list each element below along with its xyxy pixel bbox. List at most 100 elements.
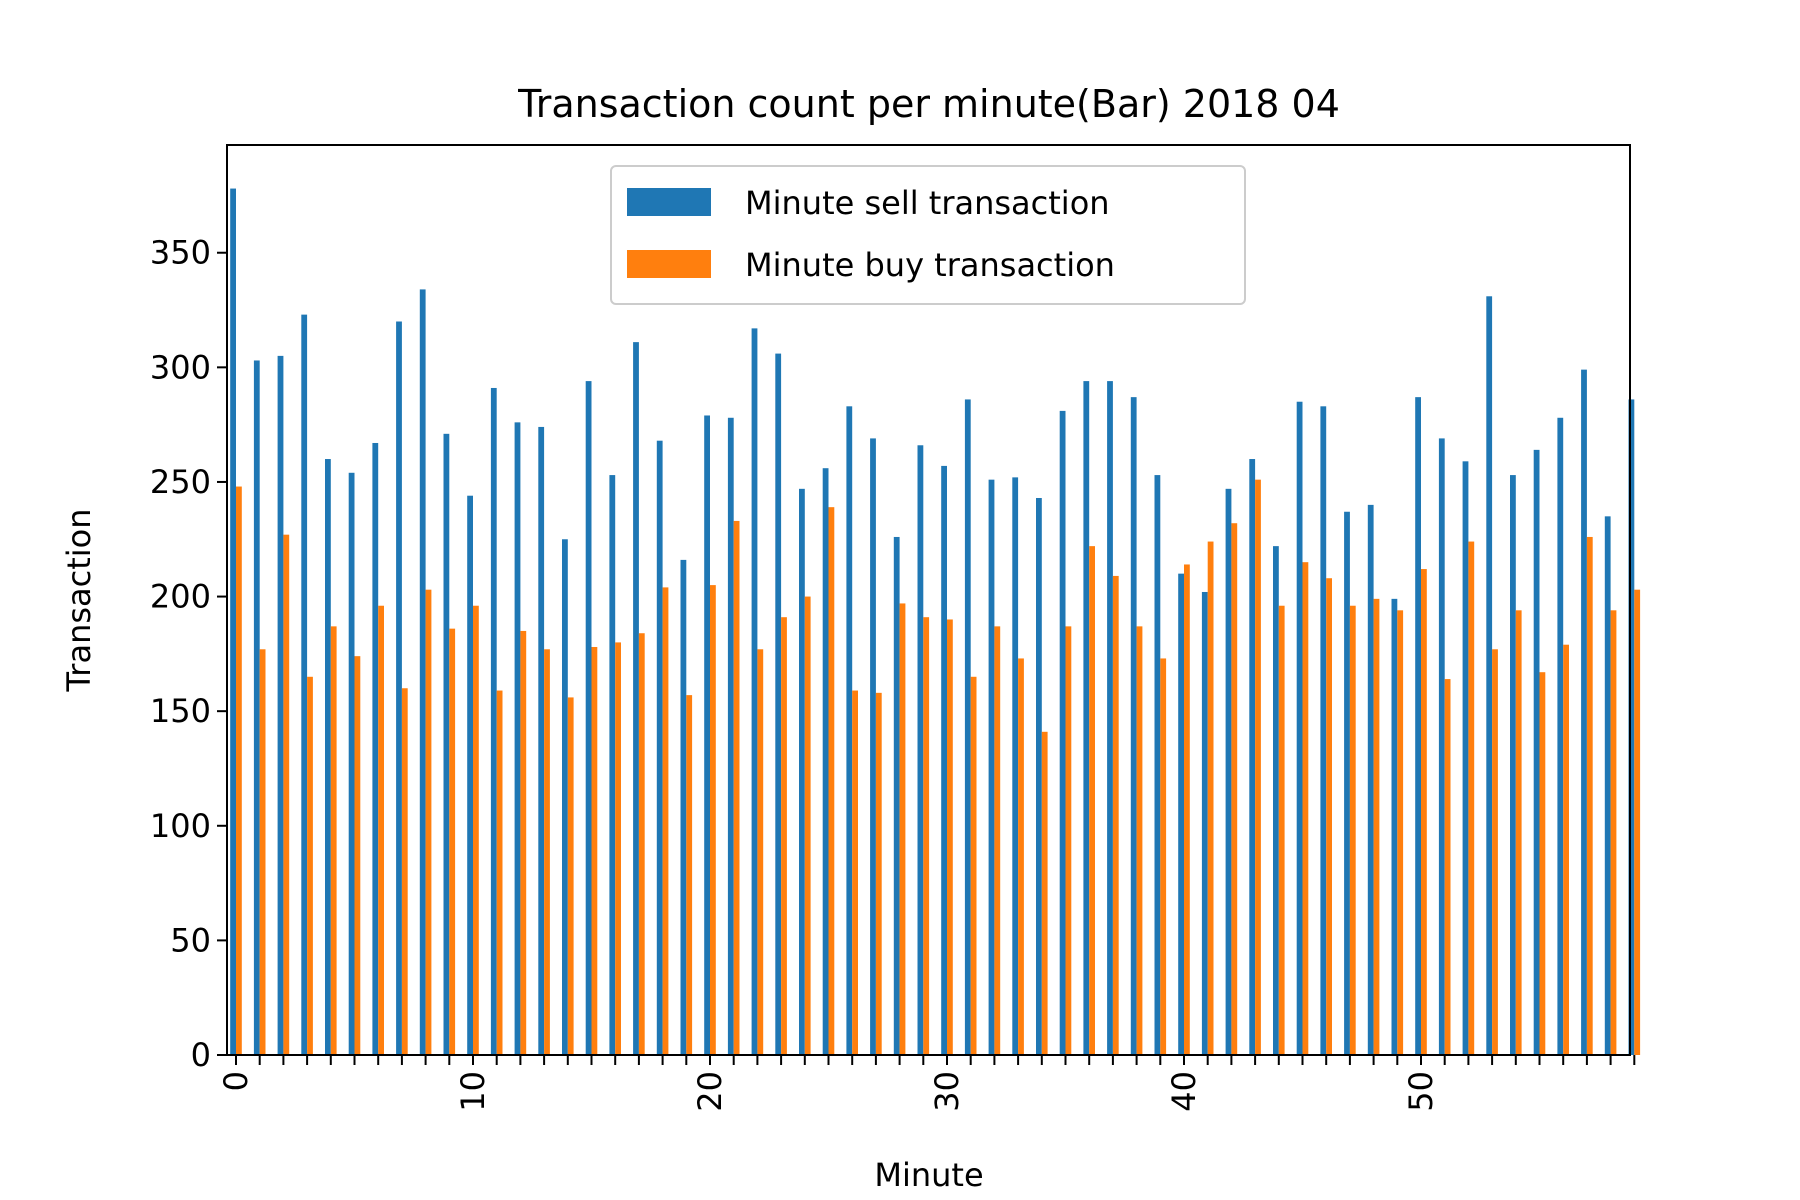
bar-buy-50	[1421, 569, 1427, 1055]
bar-sell-25	[822, 468, 829, 1056]
bar-buy-52	[1468, 541, 1475, 1055]
bar-buy-40	[1184, 564, 1190, 1055]
bar-sell-55	[1533, 449, 1540, 1055]
bars-group	[230, 188, 1641, 1056]
bar-buy-55	[1539, 672, 1546, 1055]
bar-buy-51	[1444, 679, 1451, 1055]
bar-sell-53	[1486, 296, 1493, 1055]
chart-title: Transaction count per minute(Bar) 2018 0…	[517, 82, 1340, 126]
bar-sell-50	[1415, 397, 1421, 1055]
bar-buy-0	[236, 486, 242, 1056]
x-tick-label-20: 20	[691, 1071, 729, 1112]
bar-sell-41	[1201, 591, 1208, 1055]
bar-sell-40	[1178, 573, 1184, 1055]
bar-buy-29	[923, 617, 930, 1055]
bar-buy-34	[1041, 731, 1048, 1055]
bar-sell-4	[325, 459, 331, 1055]
bar-buy-27	[875, 692, 882, 1055]
bar-buy-13	[544, 649, 550, 1055]
bar-sell-26	[846, 406, 853, 1055]
bar-buy-20	[710, 585, 716, 1055]
bar-buy-25	[828, 507, 835, 1055]
bar-sell-20	[704, 415, 710, 1055]
bar-buy-46	[1326, 578, 1332, 1055]
bar-sell-59	[1628, 399, 1635, 1056]
bar-buy-23	[781, 617, 787, 1055]
bar-sell-27	[870, 438, 876, 1055]
bar-buy-16	[615, 642, 621, 1055]
bar-sell-3	[301, 314, 308, 1055]
legend: Minute sell transaction Minute buy trans…	[610, 165, 1246, 305]
legend-label-sell: Minute sell transaction	[745, 184, 1110, 222]
bar-buy-2	[283, 534, 290, 1055]
bar-buy-9	[449, 628, 456, 1055]
bar-sell-46	[1320, 406, 1327, 1055]
bar-sell-31	[964, 399, 971, 1056]
bar-sell-2	[277, 355, 284, 1056]
bar-sell-39	[1154, 475, 1161, 1055]
bar-buy-17	[638, 633, 645, 1055]
bar-sell-28	[893, 536, 900, 1055]
bar-buy-53	[1492, 649, 1498, 1055]
bar-sell-24	[799, 488, 805, 1055]
plot-frame	[226, 144, 1631, 1056]
bar-buy-31	[970, 676, 977, 1055]
bar-sell-36	[1083, 381, 1090, 1055]
bar-sell-11	[490, 387, 497, 1055]
bar-sell-49	[1391, 598, 1398, 1055]
bar-sell-48	[1367, 504, 1374, 1056]
bar-sell-56	[1557, 417, 1564, 1056]
bar-sell-34	[1036, 497, 1042, 1056]
y-tick-label-150: 150	[150, 692, 211, 730]
x-axis-label: Minute	[874, 1156, 983, 1194]
bar-sell-8	[419, 289, 426, 1055]
bar-sell-22	[751, 328, 758, 1055]
x-tick-label-40: 40	[1165, 1071, 1203, 1112]
bar-sell-7	[396, 321, 402, 1055]
y-axis-label: Transaction	[60, 508, 98, 692]
bar-buy-18	[662, 587, 669, 1055]
bar-buy-6	[378, 605, 384, 1055]
bar-sell-19	[680, 559, 687, 1055]
bar-buy-7	[401, 688, 408, 1055]
bar-sell-6	[372, 442, 379, 1056]
bar-buy-45	[1302, 562, 1309, 1055]
bar-buy-57	[1586, 536, 1593, 1055]
bar-sell-47	[1344, 511, 1350, 1056]
y-tick-label-100: 100	[150, 807, 211, 845]
y-tick-label-250: 250	[150, 463, 211, 501]
x-tick-label-30: 30	[928, 1071, 966, 1112]
bar-buy-21	[733, 520, 740, 1055]
bar-buy-3	[307, 676, 313, 1055]
legend-swatch-buy	[627, 250, 711, 278]
bar-sell-5	[348, 472, 355, 1055]
bar-buy-33	[1018, 658, 1024, 1055]
bar-buy-58	[1610, 610, 1617, 1055]
bar-buy-24	[804, 596, 811, 1055]
bar-sell-44	[1273, 546, 1279, 1055]
bar-sell-43	[1249, 459, 1256, 1055]
bar-sell-57	[1581, 369, 1587, 1055]
x-tick-label-50: 50	[1402, 1071, 1440, 1112]
bar-buy-59	[1634, 589, 1641, 1055]
bar-sell-15	[585, 381, 592, 1055]
bar-buy-48	[1373, 598, 1380, 1055]
bar-sell-13	[538, 426, 545, 1055]
bar-buy-19	[686, 695, 693, 1055]
bar-sell-14	[562, 539, 568, 1055]
bar-buy-26	[852, 690, 858, 1055]
bar-sell-16	[609, 475, 616, 1055]
bar-sell-35	[1059, 410, 1066, 1056]
bar-sell-54	[1510, 475, 1516, 1055]
bar-sell-33	[1012, 477, 1019, 1055]
bar-sell-9	[443, 433, 450, 1055]
bar-sell-45	[1296, 401, 1303, 1055]
bar-sell-12	[514, 422, 521, 1055]
bar-buy-41	[1207, 541, 1214, 1055]
bar-buy-54	[1515, 610, 1522, 1055]
bar-buy-36	[1089, 546, 1095, 1055]
bar-buy-14	[567, 697, 574, 1055]
bar-buy-56	[1563, 644, 1569, 1055]
bar-sell-0	[230, 188, 236, 1055]
